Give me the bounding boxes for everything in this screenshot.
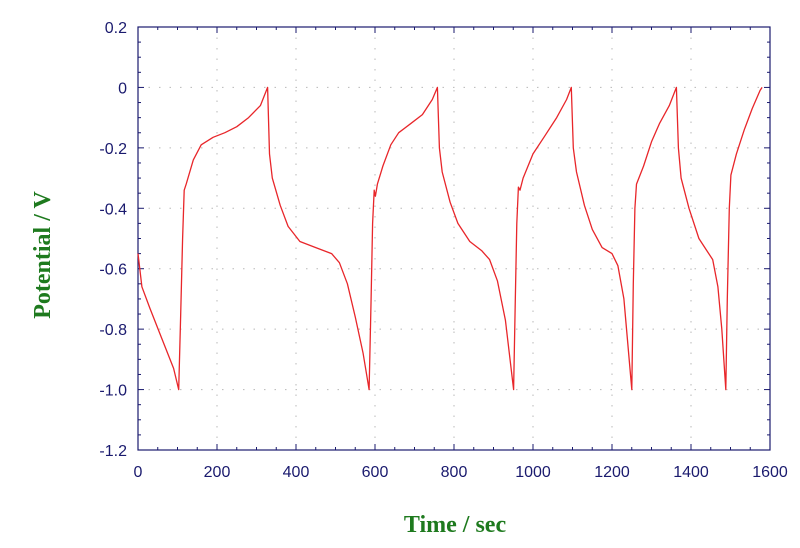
x-tick-label: 0 xyxy=(134,464,143,481)
y-tick-label: -1.2 xyxy=(99,443,127,460)
x-tick-label: 1400 xyxy=(673,464,709,481)
y-tick-labels: 0.2 0 -0.2 -0.4 -0.6 -0.8 -1.0 -1.2 xyxy=(99,20,127,460)
y-tick-label: -1.0 xyxy=(99,383,127,400)
y-tick-label: -0.6 xyxy=(99,262,127,279)
x-tick-label: 400 xyxy=(283,464,310,481)
plot-frame xyxy=(137,26,771,451)
series-layer xyxy=(137,86,763,391)
x-tick-label: 1000 xyxy=(515,464,551,481)
x-tick-label: 600 xyxy=(362,464,389,481)
y-tick-label: -0.2 xyxy=(99,141,127,158)
y-tick-label: 0.2 xyxy=(105,20,127,37)
grid-lines xyxy=(138,27,770,450)
x-axis-title: Time / sec xyxy=(404,512,507,538)
y-tick-label: 0 xyxy=(118,80,127,97)
y-tick-label: -0.8 xyxy=(99,322,127,339)
x-tick-label: 1600 xyxy=(752,464,788,481)
x-tick-labels: 0 200 400 600 800 1000 1200 1400 1600 xyxy=(134,464,788,481)
x-tick-label: 200 xyxy=(204,464,231,481)
x-tick-label: 1200 xyxy=(594,464,630,481)
x-tick-label: 800 xyxy=(441,464,468,481)
y-tick-label: -0.4 xyxy=(99,201,127,218)
series-line xyxy=(137,86,763,391)
y-axis-title: Potential / V xyxy=(30,191,56,319)
